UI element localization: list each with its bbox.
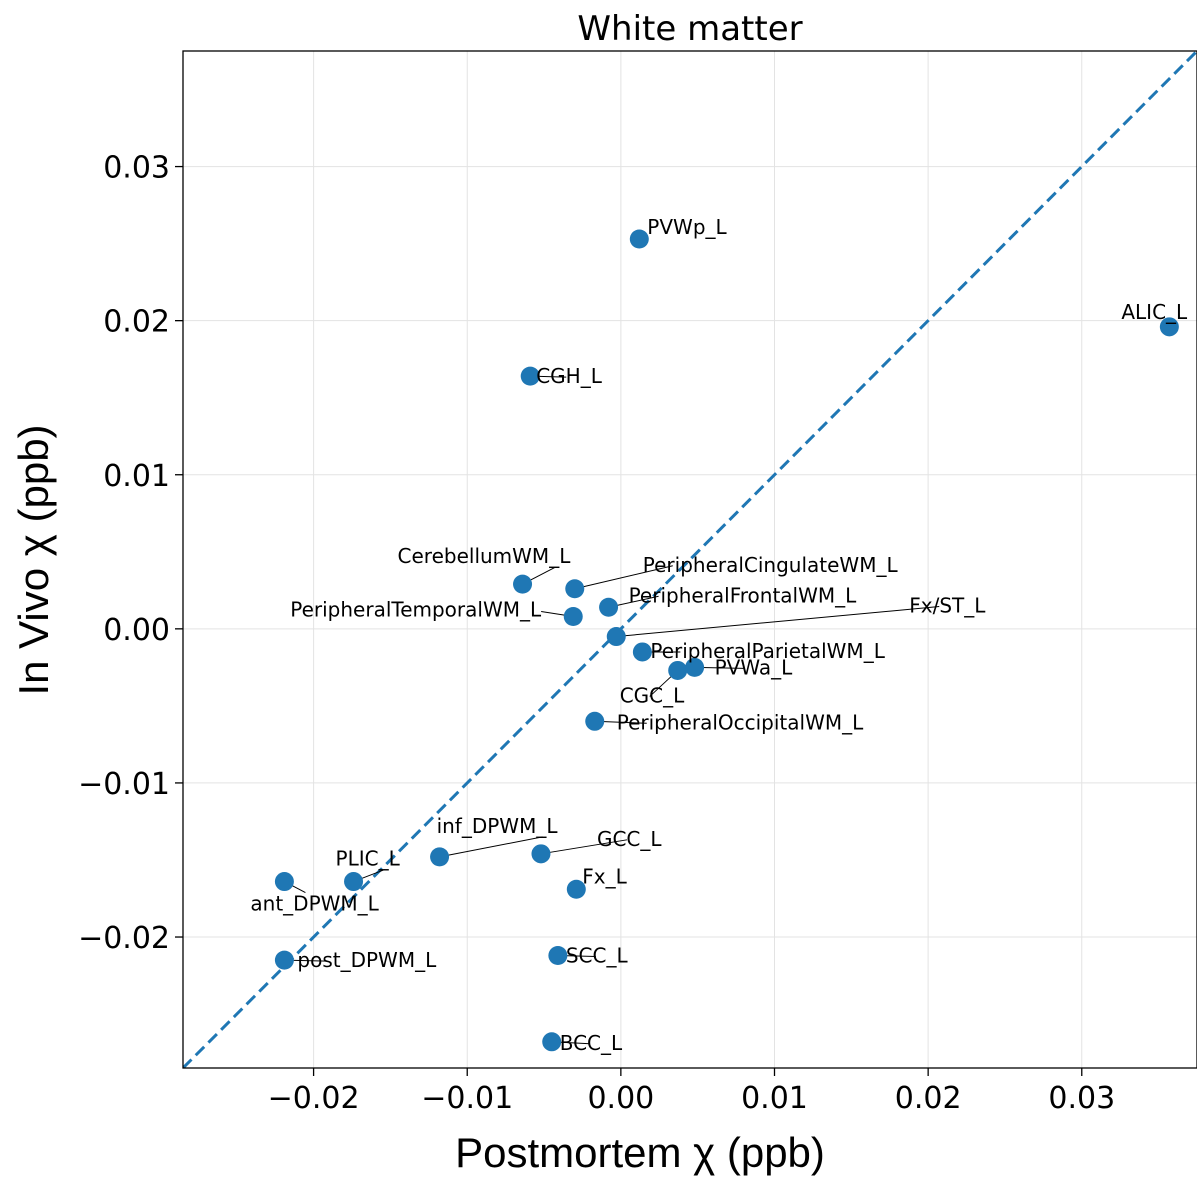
data-point bbox=[629, 229, 649, 249]
x-tick-label: −0.02 bbox=[268, 1081, 360, 1116]
point-label: CGC_L bbox=[620, 683, 685, 707]
point-label: Fx_L bbox=[582, 864, 627, 888]
data-point bbox=[632, 642, 652, 662]
data-point bbox=[585, 711, 605, 731]
x-tick-label: 0.00 bbox=[587, 1081, 654, 1116]
data-point bbox=[430, 847, 450, 867]
point-label: PeripheralOccipitalWM_L bbox=[617, 710, 864, 734]
identity-reference-line bbox=[183, 51, 1197, 1068]
data-point bbox=[513, 574, 533, 594]
point-label: PVWp_L bbox=[647, 215, 727, 239]
data-point bbox=[566, 879, 586, 899]
point-label: ALIC_L bbox=[1121, 300, 1188, 324]
data-point bbox=[344, 872, 364, 892]
point-label: PeripheralParietalWM_L bbox=[650, 639, 885, 663]
plot-frame bbox=[182, 50, 1197, 1069]
reference-line-layer bbox=[183, 51, 1197, 1068]
point-label: CerebellumWM_L bbox=[398, 544, 572, 568]
data-point bbox=[274, 872, 294, 892]
data-point bbox=[1159, 317, 1179, 337]
data-point bbox=[563, 607, 583, 627]
x-tick-label: 0.03 bbox=[1048, 1081, 1115, 1116]
point-label: PeripheralTemporalWM_L bbox=[290, 598, 542, 622]
x-tick-label: −0.01 bbox=[421, 1081, 513, 1116]
point-label: ant_DPWM_L bbox=[250, 892, 379, 916]
point-label: post_DPWM_L bbox=[297, 948, 437, 972]
data-point bbox=[531, 844, 551, 864]
y-tick-label: −0.02 bbox=[78, 921, 170, 956]
label-connector bbox=[540, 839, 628, 855]
point-label: PVWa_L bbox=[715, 655, 793, 679]
data-point bbox=[685, 657, 705, 677]
point-label: BCC_L bbox=[560, 1031, 623, 1055]
point-label: inf_DPWM_L bbox=[437, 814, 559, 838]
y-tick-label: 0.03 bbox=[103, 151, 170, 186]
data-points bbox=[274, 229, 1179, 1052]
label-connector bbox=[574, 565, 673, 590]
point-label: PeripheralCingulateWM_L bbox=[643, 553, 899, 577]
data-point bbox=[668, 660, 688, 680]
data-point bbox=[548, 946, 568, 966]
point-label: Fx/ST_L bbox=[909, 594, 986, 618]
y-tick-label: 0.02 bbox=[103, 305, 170, 340]
data-point bbox=[565, 579, 585, 599]
label-connector bbox=[439, 836, 543, 858]
y-tick-label: −0.01 bbox=[78, 767, 170, 802]
x-tick-label: 0.02 bbox=[895, 1081, 962, 1116]
y-tick-label: 0.01 bbox=[103, 459, 170, 494]
point-label: CGH_L bbox=[536, 364, 603, 388]
point-label: SCC_L bbox=[566, 944, 629, 968]
data-point bbox=[599, 597, 619, 617]
point-label: PeripheralFrontalWM_L bbox=[629, 583, 858, 607]
data-point bbox=[542, 1032, 562, 1052]
point-labels: PVWp_L ALIC_L CGH_L CerebellumWM_L Periphera… bbox=[250, 215, 1188, 1055]
axis-ticks: −0.02 −0.01 0.00 0.01 0.02 0.03 −0.02 −0.01 0.00… bbox=[78, 151, 1115, 1116]
point-label: GCC_L bbox=[597, 827, 662, 851]
data-point bbox=[606, 627, 626, 647]
y-tick-label: 0.00 bbox=[103, 613, 170, 648]
chart-title: White matter bbox=[577, 9, 802, 49]
data-point bbox=[274, 950, 294, 970]
data-point bbox=[520, 366, 540, 386]
point-label: PLIC_L bbox=[336, 847, 401, 871]
x-tick-label: 0.01 bbox=[741, 1081, 808, 1116]
y-axis-title: In Vivo χ (ppb) bbox=[10, 424, 57, 695]
grid-lines bbox=[183, 51, 1197, 1068]
label-connector bbox=[616, 606, 940, 638]
x-axis-title: Postmortem χ (ppb) bbox=[455, 1129, 825, 1176]
